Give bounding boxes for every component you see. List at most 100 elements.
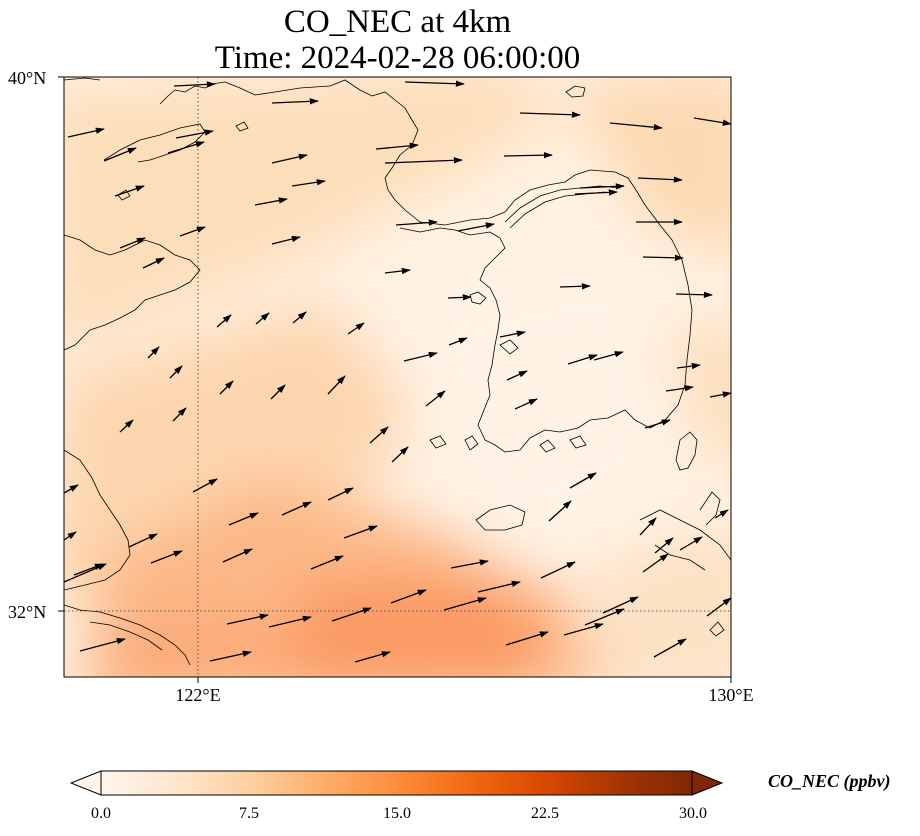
- wind-arrow-icon: [128, 533, 158, 548]
- wind-arrow-icon: [292, 311, 307, 324]
- coastlines: [64, 77, 731, 666]
- colorbar-min-extend: [70, 770, 102, 796]
- co-concentration-field: [64, 77, 731, 677]
- wind-arrow-icon: [644, 419, 671, 429]
- colorbar-gradient: [100, 770, 693, 796]
- wind-arrow-icon: [548, 500, 572, 522]
- wind-arrow-icon: [142, 257, 165, 269]
- wind-arrow-icon: [222, 548, 253, 563]
- wind-arrow-icon: [73, 563, 104, 576]
- map-border: [63, 76, 732, 678]
- wind-arrow-icon: [425, 390, 446, 407]
- wind-arrow-icon: [540, 561, 576, 579]
- wind-arrow-icon: [209, 650, 252, 662]
- wind-arrow-icon: [642, 254, 684, 261]
- wind-arrow-icon: [706, 597, 731, 617]
- wind-arrow-icon: [343, 525, 378, 539]
- wind-arrow-icon: [447, 294, 472, 301]
- wind-arrow-icon: [714, 509, 729, 519]
- wind-arrow-icon: [499, 330, 526, 338]
- wind-arrow-icon: [79, 638, 126, 652]
- lat-label-40n: 40°N: [8, 68, 47, 88]
- wind-arrow-icon: [584, 608, 625, 626]
- wind-arrow-icon: [175, 129, 214, 139]
- colorbar-tick-1: 7.5: [239, 805, 259, 822]
- wind-arrow-icon: [192, 478, 218, 493]
- wind-arrow-icon: [709, 391, 731, 398]
- wind-arrow-icon: [637, 176, 683, 183]
- colorbar-tick-2: 15.0: [383, 805, 411, 822]
- colorbar: [70, 770, 724, 796]
- wind-arrow-icon: [331, 607, 372, 622]
- wind-arrow-icon: [569, 472, 597, 489]
- wind-arrow-icon: [391, 446, 409, 463]
- wind-arrow-icon: [450, 559, 489, 569]
- wind-arrow-icon: [173, 81, 216, 88]
- wind-arrow-icon: [477, 580, 521, 593]
- wind-arrow-icon: [119, 237, 146, 249]
- wind-arrow-icon: [167, 141, 205, 154]
- wind-arrow-icon: [327, 375, 346, 395]
- map-title-time: Time: 2024-02-28 06:00:00: [214, 40, 581, 76]
- wind-arrow-icon: [291, 179, 326, 187]
- wind-arrow-icon: [147, 346, 160, 359]
- wind-arrow-icon: [268, 615, 312, 628]
- wind-arrow-icon: [443, 597, 487, 611]
- wind-arrow-icon: [579, 183, 625, 190]
- wind-arrow-icon: [676, 362, 701, 370]
- wind-arrow-icon: [281, 501, 312, 516]
- wind-arrow-icon: [67, 127, 105, 138]
- wind-arrow-icon: [369, 426, 389, 444]
- colorbar-label: CO_NEC (ppbv): [768, 771, 891, 791]
- wind-arrow-icon: [665, 385, 694, 392]
- wind-arrow-icon: [150, 550, 183, 564]
- wind-arrow-icon: [254, 197, 288, 206]
- wind-arrow-icon: [503, 151, 553, 159]
- wind-arrow-icon: [172, 407, 187, 422]
- wind-arrow-icon: [679, 536, 703, 551]
- map-title-variable: CO_NEC at 4km: [283, 4, 512, 40]
- wind-arrow-icon: [228, 512, 259, 526]
- lat-label-32n: 32°N: [8, 602, 47, 622]
- wind-arrow-icon: [563, 623, 604, 636]
- wind-arrow-icon: [390, 589, 427, 604]
- wind-arrow-icon: [169, 365, 183, 379]
- wind-arrow-icon: [226, 613, 269, 625]
- colorbar-tick-3: 22.5: [531, 805, 559, 822]
- wind-arrow-icon: [216, 314, 232, 328]
- wind-arrow-icon: [119, 419, 134, 433]
- wind-arrow-icon: [609, 122, 663, 131]
- wind-arrow-icon: [375, 142, 419, 150]
- wind-arrow-icon: [693, 117, 731, 126]
- colorbar-tick-4: 30.0: [679, 805, 707, 822]
- wind-arrow-icon: [384, 157, 463, 164]
- lon-label-130e: 130°E: [708, 685, 754, 705]
- wind-arrow-icon: [271, 98, 319, 105]
- wind-arrow-icon: [602, 596, 639, 614]
- wind-arrow-icon: [64, 484, 79, 494]
- wind-arrow-icon: [642, 553, 669, 573]
- wind-arrow-icon: [675, 291, 713, 298]
- wind-arrow-icon: [114, 185, 145, 197]
- wind-arrow-icon: [654, 537, 674, 554]
- colorbar-max-extend: [691, 770, 724, 796]
- wind-arrow-icon: [270, 384, 286, 400]
- wind-arrow-icon: [103, 147, 137, 162]
- wind-arrow-icon: [384, 267, 411, 275]
- wind-arrow-icon: [404, 80, 465, 87]
- wind-arrow-icon: [514, 398, 538, 410]
- wind-arrow-icon: [255, 312, 270, 325]
- wind-arrow-icon: [403, 351, 438, 362]
- wind-arrow-icon: [457, 222, 495, 232]
- wind-arrow-icon: [327, 487, 354, 501]
- wind-arrow-icon: [639, 517, 657, 536]
- wind-arrow-icon: [354, 651, 391, 663]
- wind-arrow-icon: [219, 380, 234, 395]
- wind-arrow-icon: [64, 531, 77, 541]
- wind-arrow-icon: [505, 631, 549, 646]
- wind-arrow-icon: [574, 189, 618, 196]
- wind-arrow-icon: [271, 153, 308, 164]
- wind-arrow-icon: [593, 351, 624, 361]
- wind-arrow-icon: [506, 370, 528, 381]
